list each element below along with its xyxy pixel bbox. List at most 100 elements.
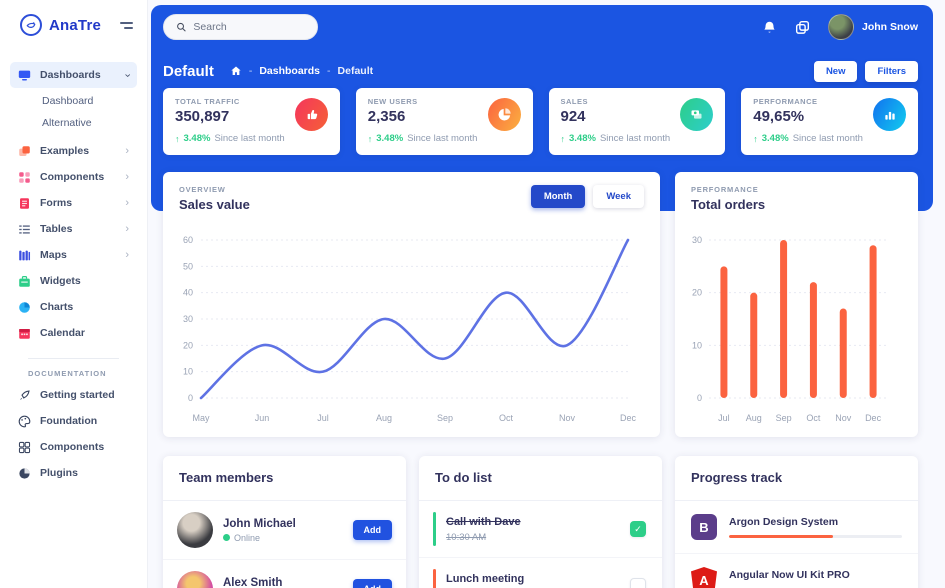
svg-text:Jul: Jul xyxy=(317,413,329,423)
todo-checkbox[interactable]: ✓ xyxy=(630,521,646,537)
sidebar-item-label: Foundation xyxy=(40,415,98,427)
week-button[interactable]: Week xyxy=(593,185,644,208)
sidebar-item-doc-components[interactable]: Components xyxy=(10,434,137,460)
sales-line-chart: 0 10 20 30 40 50 60 May Jun Jul Aug Sep Oct Nov Dec xyxy=(163,218,660,437)
brand[interactable]: AnaTre xyxy=(0,0,147,50)
sidebar-item-maps[interactable]: Maps › xyxy=(10,242,137,268)
card-title: Total orders xyxy=(690,197,766,212)
list-item: B Argon Design System xyxy=(675,501,918,554)
sidebar-item-label: Examples xyxy=(40,145,90,157)
stat-card-performance: PERFORMANCE 49,65% ↑ 3.48% Since last mo… xyxy=(741,88,918,155)
pie-chart-icon xyxy=(487,98,521,131)
stat-card-sales: SALES 924 ↑ 3.48% Since last month xyxy=(548,88,726,155)
sidebar-item-foundation[interactable]: Foundation xyxy=(10,408,137,434)
charts-row: OVERVIEW Sales value Month Week 0 10 20 30 4… xyxy=(163,172,918,437)
list-item: A Angular Now UI Kit PRO xyxy=(675,554,918,588)
total-orders-card: PERFORMANCE Total orders 0 10 20 30 Jul Aug Se… xyxy=(674,172,918,437)
svg-text:0: 0 xyxy=(697,393,702,403)
user-menu[interactable]: John Snow xyxy=(828,14,918,40)
sidebar-item-widgets[interactable]: Widgets xyxy=(10,268,137,294)
arrow-up-icon: ↑ xyxy=(753,133,758,144)
breadcrumb-separator: - xyxy=(248,65,253,77)
todo-title: Lunch meeting xyxy=(446,572,525,585)
card-title: Team members xyxy=(179,470,274,485)
breadcrumb-item-dashboards[interactable]: Dashboards xyxy=(259,65,321,77)
member-status: Online xyxy=(234,532,261,543)
ui-icon xyxy=(18,441,31,453)
sidebar-item-calendar[interactable]: Calendar xyxy=(10,320,137,346)
home-icon[interactable] xyxy=(230,65,242,77)
card-kicker: PERFORMANCE xyxy=(690,185,759,194)
sidebar-item-charts[interactable]: Charts xyxy=(10,294,137,320)
status-dot xyxy=(223,534,230,541)
breadcrumb: - Dashboards - Default xyxy=(230,65,373,77)
progress-track-card: Progress track B Argon Design System A A… xyxy=(675,456,918,588)
progress-label: Angular Now UI Kit PRO xyxy=(729,569,850,581)
bar-chart-icon xyxy=(873,98,906,131)
stat-delta: 3.48% xyxy=(761,133,789,144)
card-title: Progress track xyxy=(691,470,783,485)
bottom-row: Team members John Michael Online Add Ale… xyxy=(163,456,918,588)
angular-icon: A xyxy=(691,567,717,588)
sidebar-toggle-icon[interactable] xyxy=(120,21,133,29)
svg-text:Jun: Jun xyxy=(255,413,270,423)
todo-list-card: To do list Call with Dave 10:30 AM ✓ Lun… xyxy=(419,456,662,588)
add-member-button[interactable]: Add xyxy=(352,579,392,588)
stat-value: 2,356 xyxy=(367,108,406,125)
palette-icon xyxy=(18,415,31,427)
sidebar-item-label: Components xyxy=(40,441,105,453)
sidebar-item-getting-started[interactable]: Getting started xyxy=(10,382,137,408)
coins-icon xyxy=(680,98,714,131)
svg-text:Aug: Aug xyxy=(376,413,392,423)
svg-text:50: 50 xyxy=(183,261,193,271)
team-members-card: Team members John Michael Online Add Ale… xyxy=(163,456,406,588)
sidebar-nav: Dashboards › Dashboard Alternative Examp… xyxy=(0,50,147,486)
add-member-button[interactable]: Add xyxy=(352,520,392,540)
sidebar-item-label: Components xyxy=(40,171,105,183)
svg-text:Sep: Sep xyxy=(776,413,792,423)
sales-value-card: OVERVIEW Sales value Month Week 0 10 20 30 4… xyxy=(163,172,660,437)
sidebar-item-label: Forms xyxy=(40,197,73,209)
topbar: John Snow xyxy=(163,13,918,41)
document-icon xyxy=(20,197,29,209)
arrow-up-icon: ↑ xyxy=(560,133,566,144)
sidebar-item-label: Dashboards xyxy=(40,69,101,81)
bell-icon[interactable] xyxy=(762,20,777,35)
stat-caption: Since last month xyxy=(792,133,863,144)
member-name: John Michael xyxy=(223,517,296,530)
apps-icon[interactable] xyxy=(795,20,810,35)
search-box[interactable] xyxy=(163,14,318,40)
sidebar-item-forms[interactable]: Forms › xyxy=(10,190,137,216)
progress-fill xyxy=(729,535,833,538)
sidebar: AnaTre Dashboards › Dashboard Alternativ… xyxy=(0,0,148,588)
sidebar-item-alternative[interactable]: Alternative xyxy=(42,117,92,129)
sidebar-item-components[interactable]: Components › xyxy=(10,164,137,190)
svg-text:30: 30 xyxy=(692,235,702,245)
stat-value: 49,65% xyxy=(753,108,805,125)
sidebar-item-dashboard[interactable]: Dashboard xyxy=(42,95,94,107)
todo-time: 10:30 AM xyxy=(446,531,487,543)
stat-delta: 3.48% xyxy=(376,133,404,144)
sidebar-item-dashboards[interactable]: Dashboards › xyxy=(10,62,137,88)
stat-label: SALES xyxy=(560,97,589,106)
svg-text:30: 30 xyxy=(183,314,193,324)
new-button[interactable]: New xyxy=(813,60,858,82)
sidebar-item-examples[interactable]: Examples › xyxy=(10,138,137,164)
chevron-right-icon: › xyxy=(125,222,129,235)
svg-text:Nov: Nov xyxy=(835,413,852,423)
svg-text:Jul: Jul xyxy=(718,413,730,423)
filters-button[interactable]: Filters xyxy=(865,60,918,82)
sidebar-item-plugins[interactable]: Plugins xyxy=(10,460,137,486)
copy-icon xyxy=(19,145,30,156)
card-title: Sales value xyxy=(179,197,250,212)
svg-text:May: May xyxy=(192,413,210,423)
month-button[interactable]: Month xyxy=(530,185,586,208)
search-input[interactable] xyxy=(193,21,305,33)
breadcrumb-item-default: Default xyxy=(337,65,374,77)
sidebar-item-tables[interactable]: Tables › xyxy=(10,216,137,242)
todo-checkbox[interactable] xyxy=(630,578,646,588)
member-name: Alex Smith xyxy=(223,576,283,588)
svg-text:20: 20 xyxy=(692,288,702,298)
thumbs-up-icon xyxy=(294,98,328,131)
